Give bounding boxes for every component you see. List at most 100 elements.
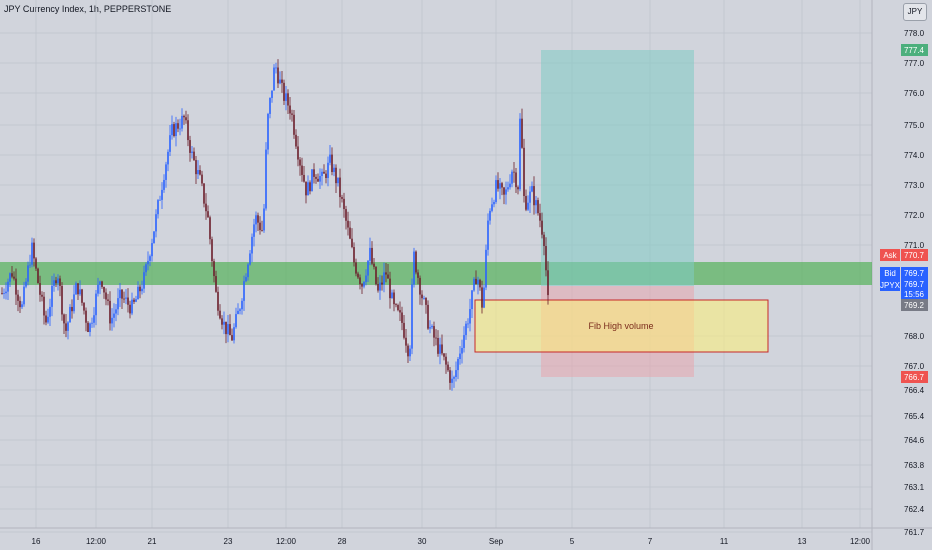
candle-body (207, 211, 209, 218)
candle-body (543, 234, 545, 247)
candle-body (287, 93, 289, 106)
countdown-label: 15:56 (904, 290, 925, 299)
candle-body (43, 296, 45, 316)
candle-body (171, 124, 173, 136)
candle-body (523, 147, 525, 197)
candle-body (393, 292, 395, 305)
candle-body (41, 294, 43, 297)
ask-price-label-bg (901, 249, 928, 261)
candle-body (247, 264, 249, 278)
candle-body (283, 82, 285, 101)
candle-body (77, 283, 79, 295)
candle-body (457, 359, 459, 371)
candle-body (517, 187, 519, 190)
candle-body (255, 215, 257, 225)
candle-body (175, 123, 177, 137)
support-zone[interactable] (0, 262, 872, 285)
candle-body (45, 315, 47, 323)
candle-body (115, 309, 117, 314)
current-price-label: 769.2 (904, 301, 925, 310)
candle-body (463, 335, 465, 348)
candle-body (305, 181, 307, 196)
candle-body (53, 280, 55, 286)
candle-body (445, 356, 447, 365)
candle-body (525, 196, 527, 210)
candle-body (139, 286, 141, 292)
candle-body (489, 210, 491, 221)
candle-body (273, 67, 275, 91)
target-zone[interactable] (541, 50, 694, 286)
candle-body (427, 304, 429, 329)
candle-body (387, 274, 389, 279)
ask-tag-bg (880, 249, 900, 261)
candle-body (157, 200, 159, 215)
candle-body (381, 282, 383, 285)
candle-body (289, 105, 291, 114)
candle-body (237, 310, 239, 315)
ask-price-label: 770.7 (904, 251, 925, 260)
candle-body (267, 113, 269, 150)
candle-body (63, 314, 65, 324)
candle-body (69, 306, 71, 323)
y-tick-label: 761.7 (904, 528, 925, 537)
candle-body (377, 284, 379, 291)
candle-body (423, 298, 425, 299)
fib-volume-box[interactable] (474, 299, 769, 353)
candle-body (363, 281, 365, 287)
candle-body (143, 272, 145, 289)
candle-body (253, 224, 255, 237)
candle-body (165, 164, 167, 180)
candle-body (105, 292, 107, 300)
x-tick-label: 5 (570, 537, 575, 546)
candle-body (537, 200, 539, 214)
candle-body (101, 281, 103, 287)
candle-body (299, 159, 301, 166)
candle-body (527, 202, 529, 210)
candle-body (285, 93, 287, 101)
candle-body (301, 165, 303, 175)
candle-body (215, 276, 217, 292)
candle-body (239, 309, 241, 311)
candle-body (359, 277, 361, 285)
candle-body (509, 183, 511, 188)
candle-body (441, 344, 443, 354)
candle-body (361, 284, 363, 287)
candle-body (545, 246, 547, 271)
candle-body (449, 370, 451, 383)
candle-body (193, 151, 195, 161)
candle-body (219, 310, 221, 319)
candle-body (265, 149, 267, 209)
candle-body (333, 167, 335, 173)
candle-body (9, 273, 11, 282)
candle-body (339, 177, 341, 198)
symbol-tag-label: JPYX (880, 281, 901, 290)
candle-body (547, 270, 549, 296)
y-tick-label: 764.6 (904, 436, 925, 445)
current-price-label-bg (901, 299, 928, 311)
y-tick-label: 767.0 (904, 362, 925, 371)
candle-body (279, 79, 281, 84)
symbol-button[interactable]: JPY (903, 3, 927, 21)
candle-body (487, 220, 489, 250)
candle-body (17, 294, 19, 301)
candle-body (5, 291, 7, 294)
candle-body (89, 323, 91, 333)
candle-body (243, 281, 245, 301)
y-tick-label: 778.0 (904, 29, 925, 38)
y-tick-label: 763.1 (904, 483, 925, 492)
candle-body (389, 278, 391, 299)
candle-body (37, 268, 39, 284)
x-tick-label: 12:00 (850, 537, 871, 546)
candle-body (97, 284, 99, 294)
candle-body (277, 67, 279, 84)
candle-body (521, 118, 523, 148)
candle-body (231, 335, 233, 341)
candle-body (439, 344, 441, 354)
candle-body (263, 208, 265, 231)
x-tick-label: 16 (32, 537, 41, 546)
candle-body (405, 337, 407, 346)
candle-body (111, 317, 113, 324)
candle-body (15, 278, 17, 295)
